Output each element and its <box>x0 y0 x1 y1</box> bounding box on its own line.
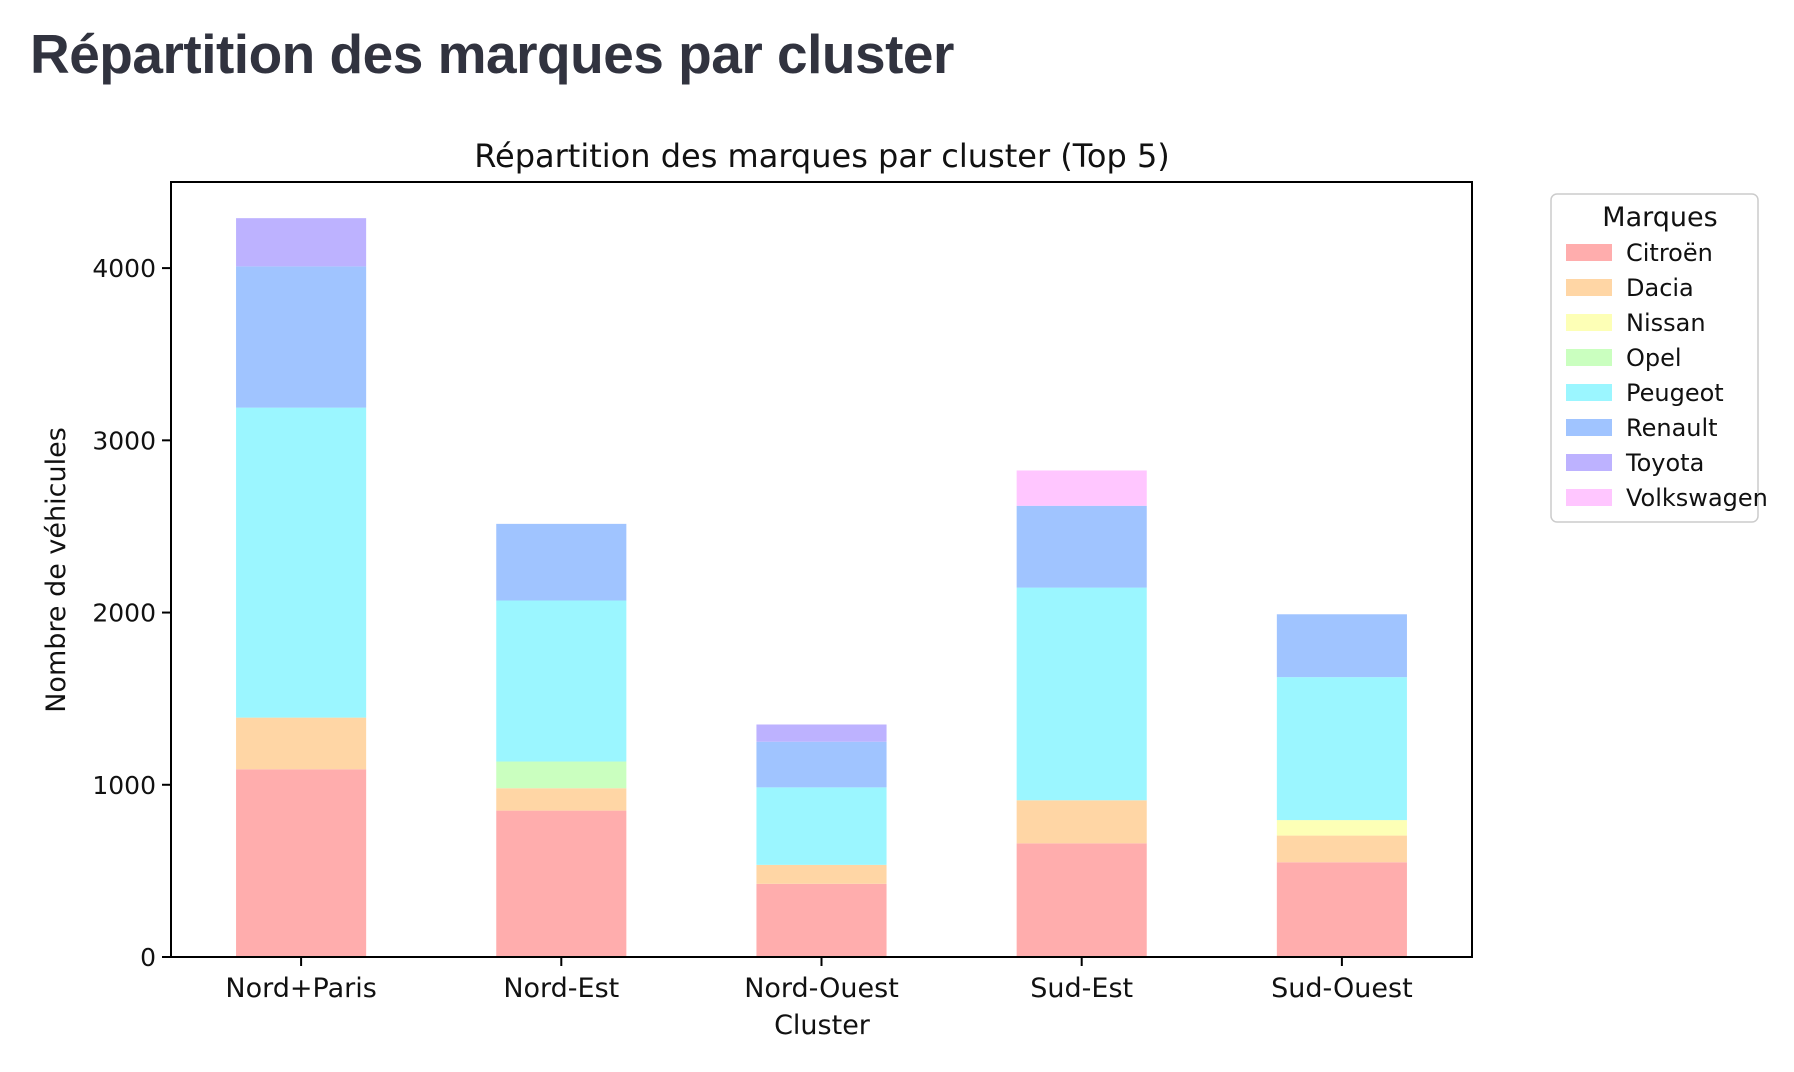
bar-nord-paris-dacia <box>236 717 367 770</box>
bar-nord-est-citroen <box>496 810 627 957</box>
bar-sud-ouest-citroen <box>1276 862 1407 957</box>
legend-swatch-peugeot <box>1566 384 1612 401</box>
bar-nord-ouest-peugeot <box>756 787 887 865</box>
legend-swatch-nissan <box>1566 314 1612 331</box>
bar-nord-paris-renault <box>236 266 367 408</box>
bar-nord-est-opel <box>496 761 627 789</box>
x-tick-label: Sud-Ouest <box>1271 973 1413 1004</box>
bar-nord-est-dacia <box>496 788 627 811</box>
bar-sud-ouest-dacia <box>1276 835 1407 863</box>
bar-nord-ouest-toyota <box>756 724 887 742</box>
x-tick-label: Nord+Paris <box>225 973 376 1004</box>
legend-label-nissan: Nissan <box>1626 309 1706 337</box>
legend-swatch-volkswagen <box>1566 489 1612 506</box>
x-tick-label: Sud-Est <box>1030 973 1133 1004</box>
x-tick-label: Nord-Est <box>503 973 619 1004</box>
y-tick-label: 0 <box>140 943 156 972</box>
bar-sud-est-peugeot <box>1016 587 1147 801</box>
legend-swatch-opel <box>1566 349 1612 366</box>
bar-sud-est-renault <box>1016 505 1147 588</box>
legend-label-peugeot: Peugeot <box>1626 379 1724 407</box>
y-axis: 0 1000 2000 3000 4000 <box>92 254 171 972</box>
legend-swatch-dacia <box>1566 279 1612 296</box>
bar-nord-ouest-citroen <box>756 883 887 957</box>
legend-label-volkswagen: Volkswagen <box>1626 484 1768 512</box>
bar-sud-ouest-peugeot <box>1276 677 1407 821</box>
chart-title: Répartition des marques par cluster (Top… <box>474 137 1170 175</box>
bar-nord-ouest-renault <box>756 741 887 788</box>
bar-sud-ouest-renault <box>1276 614 1407 678</box>
bar-nord-est-renault <box>496 523 627 601</box>
legend-swatch-citroen <box>1566 244 1612 261</box>
legend-label-toyota: Toyota <box>1625 449 1704 477</box>
y-axis-label: Nombre de véhicules <box>41 427 72 713</box>
legend-label-citroen: Citroën <box>1626 239 1713 267</box>
y-tick-label: 2000 <box>92 599 156 628</box>
bar-nord-paris-peugeot <box>236 407 367 718</box>
legend-label-opel: Opel <box>1626 344 1682 372</box>
page-heading: Répartition des marques par cluster <box>30 23 954 85</box>
y-tick-label: 1000 <box>92 771 156 800</box>
bar-sud-est-dacia <box>1016 800 1147 844</box>
bar-nord-est-peugeot <box>496 600 627 762</box>
legend-frame <box>1550 193 1759 523</box>
y-tick-label: 4000 <box>92 254 156 283</box>
legend-swatch-renault <box>1566 419 1612 436</box>
legend-label-renault: Renault <box>1626 414 1718 442</box>
bar-sud-est-citroen <box>1016 843 1147 957</box>
bar-nord-paris-citroen <box>236 769 367 957</box>
x-axis-label: Cluster <box>774 1010 871 1041</box>
bar-nord-ouest-dacia <box>756 864 887 884</box>
legend: Marques Citroën Dacia Nissan Opel Peugeot Ren… <box>1550 193 1768 523</box>
bar-sud-est-volkswagen <box>1016 470 1147 506</box>
y-tick-label: 3000 <box>92 426 156 455</box>
legend-title: Marques <box>1602 202 1717 233</box>
legend-swatch-toyota <box>1566 454 1612 471</box>
x-axis: Nord+Paris Nord-Est Nord-Ouest Sud-Est Sud-O… <box>225 957 1413 1004</box>
bar-sud-ouest-nissan <box>1276 820 1407 836</box>
legend-label-dacia: Dacia <box>1626 274 1694 302</box>
legend-items: Citroën Dacia Nissan Opel Peugeot Renault Toyo… <box>1566 239 1768 512</box>
bars-layer <box>236 218 1407 957</box>
bar-nord-paris-toyota <box>236 218 367 267</box>
x-tick-label: Nord-Ouest <box>744 973 899 1004</box>
